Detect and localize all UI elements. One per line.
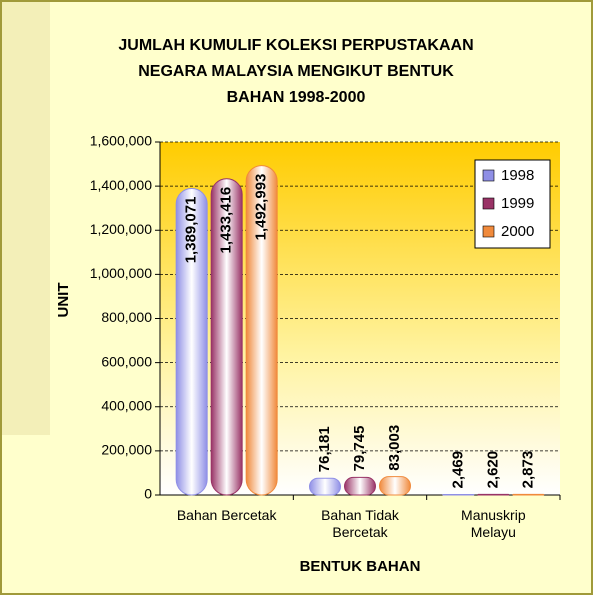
legend-swatch: [482, 169, 495, 182]
x-tick-label: Manuskrip Melayu: [461, 507, 526, 540]
bar: [344, 476, 376, 496]
y-tick-label: 1,200,000: [90, 221, 152, 237]
legend-label: 2000: [501, 223, 534, 240]
legend-label: 1998: [501, 167, 534, 184]
bar: [309, 477, 341, 496]
chart-title: NEGARA MALAYSIA MENGIKUT BENTUK: [138, 63, 454, 80]
y-tick-label: 1,600,000: [90, 133, 152, 149]
bar: [512, 493, 545, 496]
bar: [477, 493, 510, 496]
y-tick-label: 600,000: [101, 353, 152, 369]
value-label: 1,492,993: [253, 174, 270, 241]
y-tick-label: 400,000: [101, 397, 152, 413]
panel-shade: [2, 2, 50, 435]
chart-title: JUMLAH KUMULIF KOLEKSI PERPUSTAKAAN: [118, 37, 473, 54]
value-label: 76,181: [316, 426, 333, 472]
bar: [379, 476, 411, 496]
legend-label: 1999: [501, 195, 534, 212]
y-tick-label: 800,000: [101, 309, 152, 325]
chart-title: BAHAN 1998-2000: [227, 89, 366, 106]
legend-swatch: [482, 225, 495, 238]
value-label: 1,433,416: [218, 187, 235, 254]
value-label: 83,003: [386, 425, 403, 471]
value-label: 2,469: [449, 451, 466, 489]
y-tick-label: 0: [144, 486, 152, 502]
y-axis-title: UNIT: [55, 283, 72, 318]
y-tick-label: 1,000,000: [90, 265, 152, 281]
value-label: 2,873: [519, 451, 536, 489]
x-tick-label: Bahan Bercetak: [176, 507, 277, 523]
bar: [175, 188, 208, 496]
bar: [245, 165, 278, 496]
bar: [210, 178, 243, 496]
y-tick-label: 1,400,000: [90, 177, 152, 193]
y-tick-label: 200,000: [101, 442, 152, 458]
x-tick-label: Bahan Tidak Bercetak: [321, 507, 399, 540]
value-label: 2,620: [484, 451, 501, 489]
legend-swatch: [482, 197, 495, 210]
bar: [442, 493, 475, 496]
value-label: 79,745: [351, 426, 368, 472]
value-label: 1,389,071: [183, 197, 200, 264]
x-axis-title: BENTUK BAHAN: [300, 558, 421, 575]
